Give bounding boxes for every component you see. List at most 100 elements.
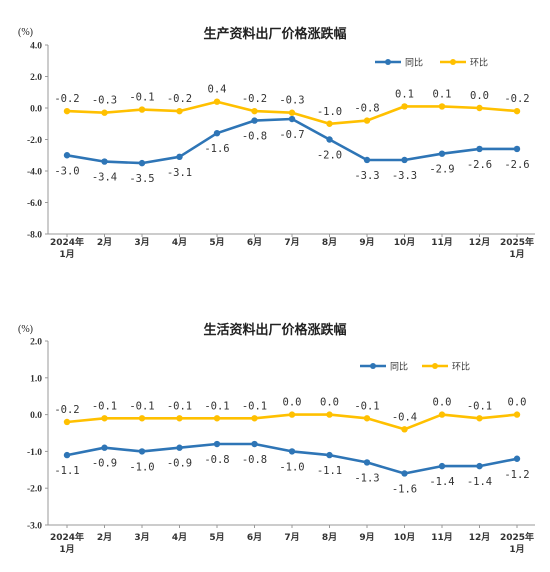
data-label-mom: -0.1: [92, 400, 117, 412]
y-tick-label: 4.0: [30, 42, 42, 52]
data-label-yoy: -1.0: [129, 461, 154, 473]
data-label-mom: -0.3: [279, 95, 304, 107]
data-label-mom: -0.3: [92, 95, 117, 107]
x-tick-label: 12月: [469, 237, 491, 248]
y-tick-label: 1.0: [30, 374, 42, 384]
x-tick-label: 4月: [172, 237, 187, 248]
data-point-mom: [438, 103, 446, 110]
x-tick-label: 1月: [59, 544, 74, 555]
x-tick-label: 2025年: [500, 236, 534, 248]
data-point-mom: [288, 109, 296, 116]
data-label-yoy: -1.6: [392, 483, 417, 495]
x-tick-label: 6月: [247, 532, 262, 543]
data-label-yoy: -1.2: [504, 469, 529, 481]
data-point-yoy: [363, 156, 371, 164]
legend-marker-yoy: [385, 59, 391, 65]
data-point-yoy: [101, 444, 108, 451]
y-tick-label: -4.0: [27, 168, 42, 178]
data-point-mom: [476, 415, 483, 422]
data-point-yoy: [176, 444, 183, 451]
x-tick-label: 2月: [97, 532, 112, 543]
data-label-mom: -0.1: [354, 400, 379, 412]
series-line-yoy: [65, 117, 519, 165]
data-label-yoy: -1.4: [429, 476, 454, 488]
x-tick-label: 3月: [134, 532, 149, 543]
data-point-mom: [326, 120, 333, 127]
data-label-mom: -0.1: [129, 400, 154, 412]
data-label-yoy: -3.0: [54, 165, 79, 177]
data-point-mom: [63, 107, 71, 115]
data-point-mom: [213, 98, 221, 105]
data-point-mom: [476, 104, 483, 112]
data-label-yoy: -3.4: [92, 172, 117, 184]
data-point-yoy: [63, 152, 71, 159]
data-point-mom: [401, 103, 408, 110]
data-point-yoy: [213, 440, 221, 448]
data-point-yoy: [401, 470, 408, 477]
x-tick-label: 4月: [172, 532, 187, 543]
data-point-yoy: [251, 117, 258, 124]
data-label-mom: -1.0: [317, 106, 342, 118]
x-tick-label: 9月: [359, 237, 374, 248]
data-label-yoy: -0.8: [242, 454, 267, 466]
x-tick-label: 5月: [209, 237, 224, 248]
y-tick-label: -3.0: [27, 522, 42, 532]
data-label-yoy: -2.6: [504, 159, 529, 171]
data-point-yoy: [138, 448, 146, 455]
data-label-mom: 0.0: [320, 397, 339, 409]
legend-label-yoy: 同比: [405, 57, 423, 69]
x-tick-label: 2月: [97, 237, 112, 248]
data-label-mom: -0.2: [167, 93, 192, 105]
data-point-mom: [363, 415, 371, 422]
data-point-yoy: [326, 451, 333, 459]
data-point-yoy: [476, 462, 483, 470]
data-point-mom: [138, 415, 146, 422]
y-tick-label: 2.0: [30, 338, 42, 348]
data-label-yoy: -0.9: [167, 458, 192, 470]
data-point-mom: [401, 426, 408, 433]
legend-label-mom: 环比: [452, 361, 470, 373]
data-label-mom: -0.8: [354, 103, 379, 115]
data-point-yoy: [176, 153, 183, 161]
x-tick-label: 8月: [322, 532, 337, 543]
data-label-yoy: -3.1: [167, 167, 192, 179]
data-label-mom: 0.0: [508, 397, 527, 409]
data-label-mom: -0.2: [54, 93, 79, 105]
data-label-mom: -0.1: [167, 400, 192, 412]
legend-marker-mom: [450, 59, 456, 65]
legend-marker-mom: [432, 363, 438, 369]
data-label-yoy: -1.1: [54, 465, 79, 477]
data-label-yoy: -2.6: [467, 159, 492, 171]
data-point-mom: [288, 411, 296, 418]
data-point-mom: [513, 411, 521, 418]
data-point-yoy: [438, 462, 446, 470]
data-point-mom: [101, 415, 108, 422]
x-tick-label: 6月: [247, 237, 262, 248]
data-point-yoy: [213, 130, 221, 137]
data-label-yoy: -1.6: [204, 143, 229, 155]
data-point-mom: [176, 107, 183, 115]
data-point-yoy: [513, 145, 521, 153]
x-tick-label: 10月: [394, 532, 416, 543]
y-tick-label: -6.0: [27, 199, 42, 209]
chart-title: 生产资料出厂价格涨跌幅: [203, 26, 346, 42]
data-point-mom: [213, 415, 221, 422]
data-label-yoy: -3.3: [354, 170, 379, 182]
data-label-yoy: -0.8: [204, 454, 229, 466]
data-label-mom: 0.0: [283, 397, 302, 409]
data-label-mom: -0.2: [54, 404, 79, 416]
x-tick-label: 2025年: [500, 531, 534, 543]
data-point-mom: [63, 418, 71, 426]
x-tick-label: 11月: [431, 237, 453, 248]
data-point-mom: [176, 415, 183, 422]
data-label-mom: -0.4: [392, 411, 417, 423]
x-tick-label: 7月: [284, 237, 299, 248]
data-label-yoy: -0.8: [242, 131, 267, 143]
data-label-mom: 0.0: [433, 397, 452, 409]
data-point-yoy: [476, 145, 483, 153]
y-tick-label: 0.0: [30, 105, 42, 115]
data-label-mom: -0.1: [242, 400, 267, 412]
x-tick-label: 10月: [394, 237, 416, 248]
data-label-yoy: -1.4: [467, 476, 492, 488]
data-point-yoy: [63, 451, 71, 459]
